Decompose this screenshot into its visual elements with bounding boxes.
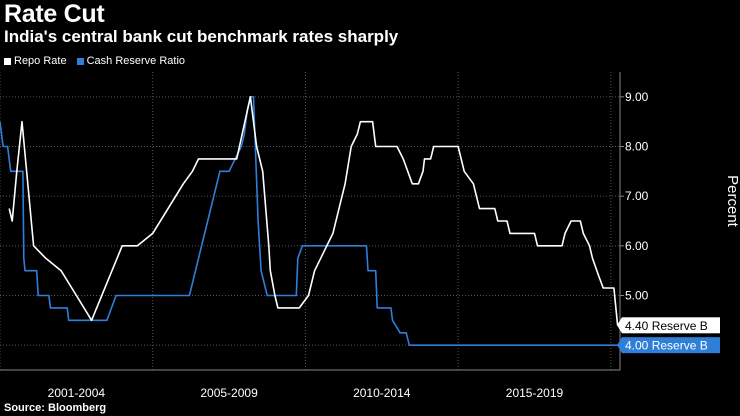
end-label-repo: 4.40 Reserve B [625,319,708,333]
y-tick-label: 7.00 [625,189,649,203]
end-label-crr: 4.00 Reserve B [625,339,708,353]
end-label-box-repo [622,317,720,334]
y-tick-label: 9.00 [625,90,649,104]
x-tick-label: 2001-2004 [48,386,106,400]
series-line-repo [8,96,619,326]
legend-item-crr: Cash Reserve Ratio [76,55,186,67]
legend-swatch-repo [4,57,11,65]
chart-title: Rate Cut [4,0,105,28]
series-line-crr [0,96,618,346]
chart-subtitle: India's central bank cut benchmark rates… [4,27,399,46]
legend-label-repo: Repo Rate [14,55,67,67]
y-tick-label: 6.00 [625,239,649,253]
y-axis-label: Percent [724,175,740,228]
source-note: Source: Bloomberg [4,402,107,414]
y-tick-label: 8.00 [625,140,649,154]
end-label-pointer-crr [617,337,622,354]
legend-item-repo: Repo Rate [4,55,67,67]
x-tick-label: 2015-2019 [506,386,564,400]
x-tick-label: 2005-2009 [200,386,258,400]
end-label-box-crr [622,337,720,354]
y-tick-label: 5.00 [625,289,649,303]
legend: Repo Rate Cash Reserve Ratio [4,55,185,67]
x-tick-label: 2010-2014 [353,386,411,400]
legend-swatch-crr [76,57,84,65]
end-label-pointer-repo [617,317,622,334]
legend-label-crr: Cash Reserve Ratio [86,55,186,67]
